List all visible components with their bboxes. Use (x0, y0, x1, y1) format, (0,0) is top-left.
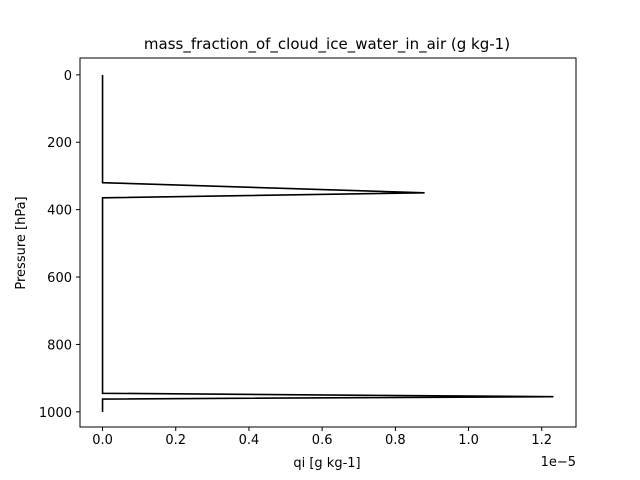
x-tick-label: 0.0 (92, 433, 113, 448)
plot-area: 0.0 0.2 0.4 0.6 0.8 1.0 1.2 0 200 400 600 800 1000 (39, 57, 577, 448)
y-tick-label: 200 (47, 136, 72, 151)
series-line-0 (101, 74, 554, 412)
y-tick-label: 800 (47, 338, 72, 353)
x-tick-label: 0.2 (165, 433, 186, 448)
axes-frame (79, 57, 577, 428)
x-tick-label: 0.6 (312, 433, 333, 448)
y-tick-label: 1000 (39, 406, 72, 421)
x-tick-label: 0.4 (239, 433, 260, 448)
x-tick-label: 1.2 (531, 433, 552, 448)
y-axis-label: Pressure [hPa] (14, 196, 29, 289)
y-tick-label: 0 (64, 69, 72, 84)
y-tick-label: 400 (47, 204, 72, 219)
x-tick-label: 0.8 (385, 433, 406, 448)
chart-title: mass_fraction_of_cloud_ice_water_in_air … (144, 35, 510, 54)
y-tick-label: 600 (47, 271, 72, 286)
x-tick-label: 1.0 (458, 433, 479, 448)
x-axis-label: qi [g kg-1] (293, 456, 360, 471)
x-axis-offset-text: 1e−5 (541, 455, 576, 470)
